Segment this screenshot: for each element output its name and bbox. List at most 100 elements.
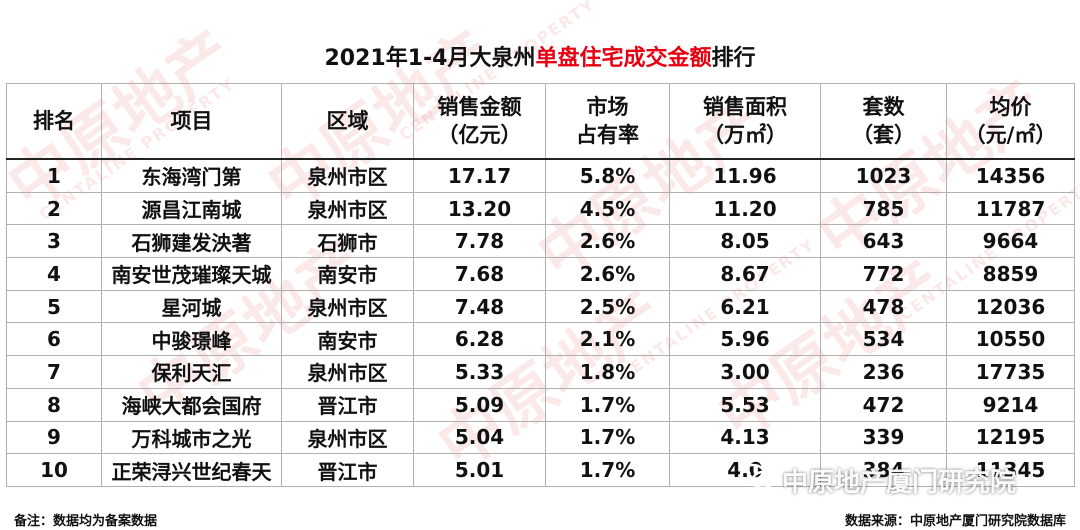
sales-amount-cell: 5.04 [413,420,546,455]
avg-price-cell: 11345 [946,453,1075,487]
sales-amount-cell: 17.17 [413,158,546,193]
units-cell: 534 [820,322,947,357]
wechat-watermark: 中原地产厦门研究院 [739,462,1017,499]
column-header: 销售金额 （亿元） [413,83,546,160]
region-cell: 石狮市 [281,224,414,259]
sales-area-cell: 11.96 [669,158,821,193]
sales-amount-cell: 13.20 [413,191,546,226]
table-row: 3 石狮建发泱著 石狮市 7.78 2.6% 8.05 643 9664 [6,224,1075,259]
column-header: 区域 [281,83,414,160]
project-cell: 万科城市之光 [101,420,282,455]
project-cell: 源昌江南城 [101,191,282,226]
column-header-label: 排名 [33,109,75,133]
column-header-label: 套数 [862,95,905,119]
region-cell: 晋江市 [281,387,414,422]
sales-area-cell: 6.21 [669,289,821,324]
sales-amount-cell: 5.33 [413,355,546,389]
column-header-unit: 占有率 [576,123,639,147]
region-cell: 泉州市区 [281,158,414,193]
column-header: 市场 占有率 [545,83,670,160]
market-share-cell: 2.5% [545,289,670,324]
page-title: 2021年1-4月大泉州单盘住宅成交金额排行 [0,40,1080,72]
avg-price-cell: 12036 [946,289,1075,324]
units-cell: 772 [820,257,947,291]
avg-price-cell: 11787 [946,191,1075,226]
region-cell: 泉州市区 [281,420,414,455]
region-cell: 南安市 [281,322,414,357]
column-header-label: 销售面积 [703,95,787,119]
project-cell: 东海湾门第 [101,158,282,193]
project-cell: 海峡大都会国府 [101,387,282,422]
footer-note: 备注：数据均为备案数据 [14,514,158,529]
region-cell: 泉州市区 [281,355,414,389]
market-share-cell: 5.8% [545,158,670,193]
avg-price-cell: 12195 [946,420,1075,455]
rank-cell: 1 [6,158,102,193]
table-row: 9 万科城市之光 泉州市区 5.04 1.7% 4.13 339 12195 [6,420,1075,455]
avg-price-cell: 10550 [946,322,1075,357]
sales-area-cell: 8.05 [669,224,821,259]
project-cell: 星河城 [101,289,282,324]
market-share-cell: 1.7% [545,387,670,422]
project-cell: 石狮建发泱著 [101,224,282,259]
units-cell: 339 [820,420,947,455]
rank-cell: 6 [6,322,102,357]
rank-cell: 7 [6,355,102,389]
region-cell: 晋江市 [281,453,414,487]
wechat-icon [739,463,775,498]
table-row: 2 源昌江南城 泉州市区 13.20 4.5% 11.20 785 11787 [6,191,1075,226]
column-header-label: 项目 [170,109,213,133]
units-cell: 384 [820,453,947,487]
avg-price-cell: 8859 [946,257,1075,291]
title-highlight: 单盘住宅成交金额 [535,46,712,71]
market-share-cell: 1.7% [545,420,670,455]
table-row: 8 海峡大都会国府 晋江市 5.09 1.7% 5.53 472 9214 [6,387,1075,422]
column-header-unit: （亿元） [437,123,522,147]
project-cell: 中骏璟峰 [101,322,282,357]
units-cell: 472 [820,387,947,422]
sales-area-cell: 4.13 [669,420,821,455]
sales-area-cell: 8.67 [669,257,821,291]
ranking-table: 排名 项目 区域 销售金额 （亿元） 市场 占有率 销售面积 （万㎡） 套数 （套） 均价 （元/㎡） … [6,83,1075,487]
table-row: 6 中骏璟峰 南安市 6.28 2.1% 5.96 534 10550 [6,322,1075,357]
column-header-unit: （万㎡） [703,123,787,147]
sales-amount-cell: 7.48 [413,289,546,324]
table-row: 10 正荣浔兴世纪春天 晋江市 5.01 1.7% 4.0 384 11345 [6,453,1075,487]
table-row: 7 保利天汇 泉州市区 5.33 1.8% 3.00 236 17735 [6,355,1075,389]
column-header-label: 均价 [989,95,1032,119]
column-header: 排名 [6,83,102,160]
market-share-cell: 1.8% [545,355,670,389]
sales-area-cell: 11.20 [669,191,821,226]
sales-area-cell: 5.96 [669,322,821,357]
units-cell: 785 [820,191,947,226]
column-header-label: 区域 [326,109,369,133]
region-cell: 泉州市区 [281,289,414,324]
market-share-cell: 2.6% [545,224,670,259]
avg-price-cell: 17735 [946,355,1075,389]
column-header-label: 销售金额 [437,95,522,119]
footer: 备注：数据均为备案数据 数据来源：中原地产厦门研究院数据库 [0,502,1080,530]
column-header: 均价 （元/㎡） [946,83,1075,160]
rank-cell: 2 [6,191,102,226]
sales-amount-cell: 6.28 [413,322,546,357]
project-cell: 正荣浔兴世纪春天 [101,453,282,487]
rank-cell: 4 [6,257,102,291]
units-cell: 643 [820,224,947,259]
avg-price-cell: 14356 [946,158,1075,193]
wechat-account-name: 中原地产厦门研究院 [782,468,1017,498]
units-cell: 236 [820,355,947,389]
rank-cell: 3 [6,224,102,259]
footer-source: 数据来源：中原地产厦门研究院数据库 [844,514,1066,529]
column-header-unit: （套） [852,123,915,147]
units-cell: 478 [820,289,947,324]
column-header: 销售面积 （万㎡） [669,83,821,160]
title-suffix: 排行 [711,46,756,71]
sales-amount-cell: 7.78 [413,224,546,259]
market-share-cell: 1.7% [545,453,670,487]
project-cell: 保利天汇 [101,355,282,389]
region-cell: 泉州市区 [281,191,414,226]
region-cell: 南安市 [281,257,414,291]
table-row: 1 东海湾门第 泉州市区 17.17 5.8% 11.96 1023 14356 [6,158,1075,193]
table-row: 4 南安世茂璀璨天城 南安市 7.68 2.6% 8.67 772 8859 [6,257,1075,291]
sales-area-cell: 3.00 [669,355,821,389]
